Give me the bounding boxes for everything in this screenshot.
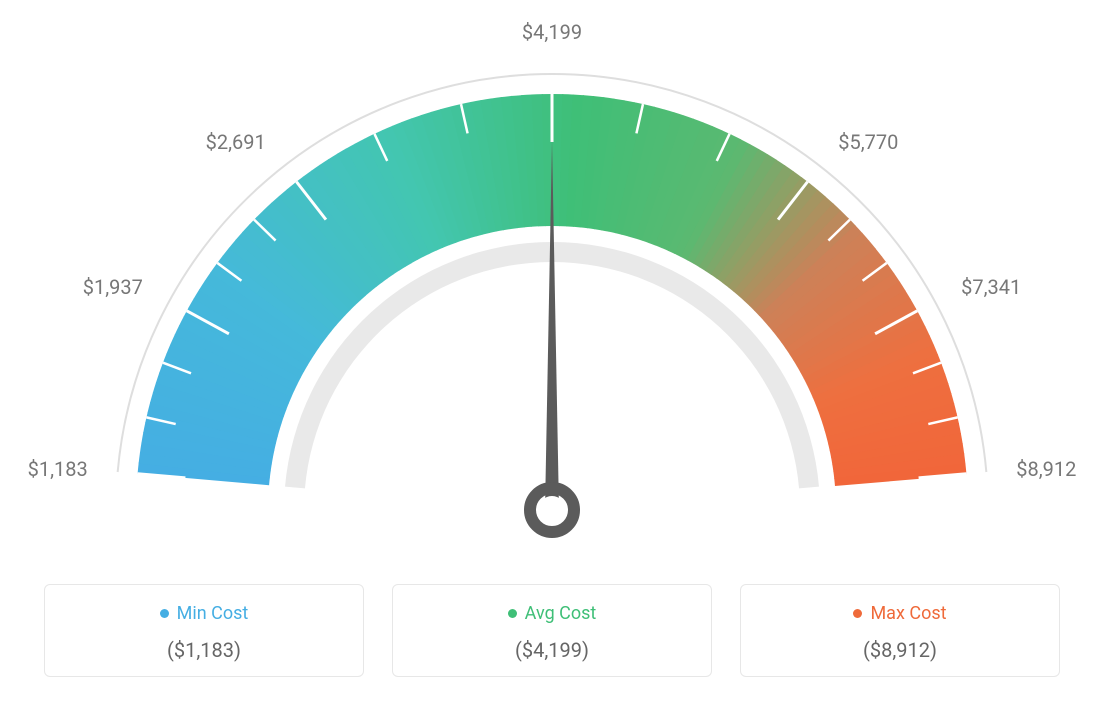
- max-cost-value: ($8,912): [751, 638, 1049, 662]
- avg-cost-card: Avg Cost ($4,199): [392, 584, 712, 677]
- min-cost-title: Min Cost: [160, 603, 249, 624]
- gauge-tick-label: $7,341: [961, 275, 1021, 299]
- max-cost-label: Max Cost: [870, 603, 946, 624]
- gauge-container: $1,183$1,937$2,691$4,199$5,770$7,341$8,9…: [40, 30, 1064, 550]
- min-cost-label: Min Cost: [177, 603, 249, 624]
- gauge-tick-label: $4,199: [522, 20, 582, 44]
- max-dot-icon: [853, 609, 862, 618]
- gauge-tick-label: $1,937: [83, 275, 143, 299]
- max-cost-card: Max Cost ($8,912): [740, 584, 1060, 677]
- min-cost-card: Min Cost ($1,183): [44, 584, 364, 677]
- avg-cost-title: Avg Cost: [508, 603, 597, 624]
- min-cost-value: ($1,183): [55, 638, 353, 662]
- gauge-tick-label: $2,691: [206, 130, 266, 154]
- gauge-chart: [40, 30, 1064, 550]
- min-dot-icon: [160, 609, 169, 618]
- gauge-tick-label: $1,183: [28, 457, 88, 481]
- avg-cost-label: Avg Cost: [525, 603, 597, 624]
- avg-dot-icon: [508, 609, 517, 618]
- max-cost-title: Max Cost: [853, 603, 946, 624]
- gauge-tick-label: $8,912: [1016, 457, 1076, 481]
- avg-cost-value: ($4,199): [403, 638, 701, 662]
- gauge-tick-label: $5,770: [838, 130, 898, 154]
- cost-summary-cards: Min Cost ($1,183) Avg Cost ($4,199) Max …: [40, 584, 1064, 677]
